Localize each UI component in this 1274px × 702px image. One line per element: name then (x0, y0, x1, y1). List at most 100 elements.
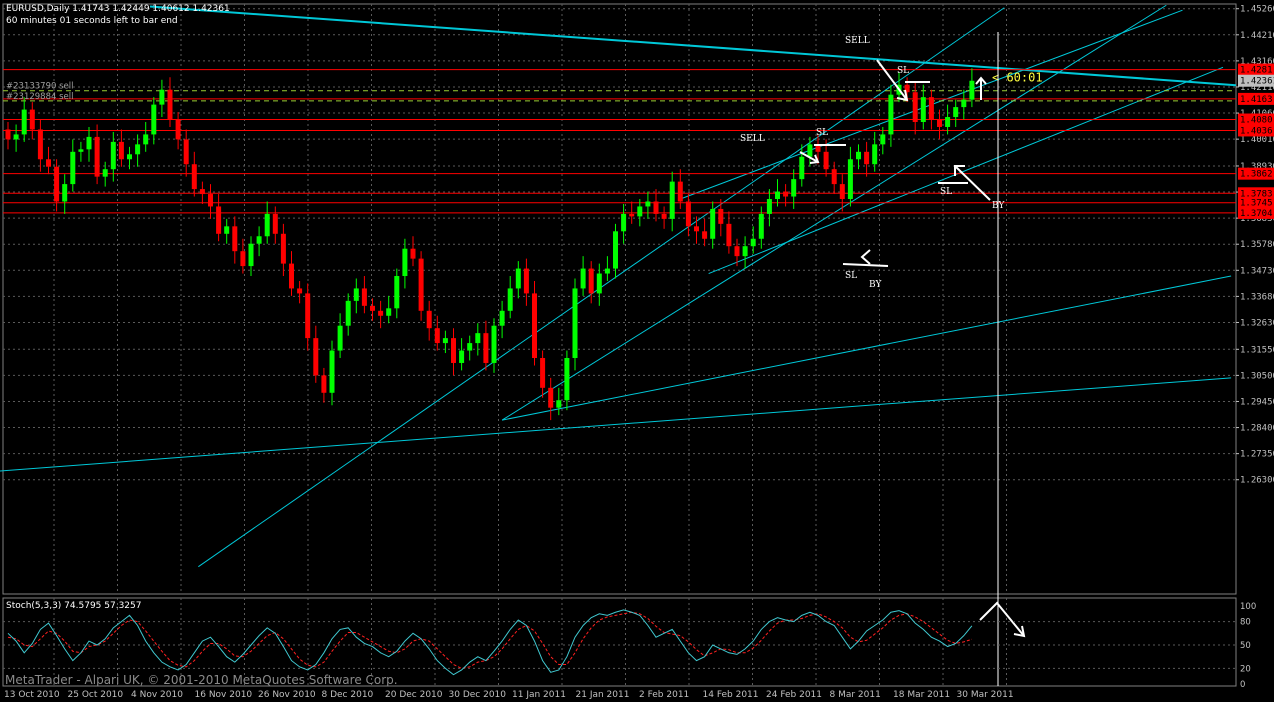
date-axis-label: 30 Mar 2011 (957, 690, 1014, 700)
date-axis-label: 2 Feb 2011 (639, 690, 689, 700)
bull-candle (775, 191, 780, 200)
bear-candle (434, 328, 440, 344)
bear-candle (418, 258, 424, 311)
price-axis-label: 1.44210 (1240, 31, 1274, 41)
bear-candle (588, 268, 594, 294)
bear-candle (483, 333, 489, 363)
price-axis-label: 1.42110 (1240, 83, 1274, 93)
date-axis-label: 30 Dec 2010 (449, 690, 507, 700)
bull-candle (62, 184, 68, 202)
sl-annotation-mid: SL (816, 128, 828, 138)
current-price-badge (1238, 74, 1274, 87)
bear-candle (321, 375, 327, 393)
bull-candle (394, 276, 400, 309)
price-axis-label: 1.40010 (1240, 135, 1274, 145)
level-price-label: 1.4036 (1240, 126, 1273, 136)
bull-candle (70, 151, 76, 185)
price-axis-label: 1.45260 (1240, 5, 1274, 15)
bull-candle (110, 141, 116, 170)
bear-candle (232, 226, 238, 252)
bull-candle (515, 268, 521, 289)
arrow-head-top (896, 89, 909, 102)
bull-candle (386, 308, 392, 316)
level-price-badge (1238, 63, 1274, 76)
bull-candle (78, 149, 84, 152)
date-axis-label: 25 Oct 2010 (68, 690, 124, 700)
bear-candle (823, 151, 829, 170)
sell-order-label: #23129884 sell (6, 92, 73, 102)
price-axis-label: 1.30500 (1240, 371, 1274, 381)
bull-candle (969, 80, 975, 100)
bull-candle (402, 248, 408, 277)
level-price-badge (1238, 196, 1274, 209)
arrow-head-right (954, 165, 965, 176)
resistance-trendline (149, 5, 1237, 87)
bull-candle (353, 288, 359, 301)
bull-candle (621, 213, 627, 232)
bear-candle (661, 213, 667, 219)
bear-candle (361, 288, 367, 306)
level-price-badge (1238, 206, 1274, 219)
bull-candle (613, 231, 618, 269)
bear-candle (694, 226, 699, 232)
bull-candle (248, 243, 254, 267)
stoch-axis-label: 100 (1240, 602, 1256, 612)
level-price-label: 1.3704 (1240, 209, 1273, 219)
current-price-label: 1.42361 (1240, 77, 1274, 87)
level-price-label: 1.3783 (1240, 189, 1273, 199)
bull-candle (604, 268, 610, 274)
bear-candle (54, 166, 60, 202)
bear-candle (297, 288, 303, 294)
bull-candle (742, 246, 748, 257)
price-axis-label: 1.31550 (1240, 345, 1274, 355)
bear-candle (548, 387, 554, 408)
stochastic-title: Stoch(5,3,3) 74.5795 57.3257 (6, 601, 142, 611)
date-axis-label: 18 Mar 2011 (893, 690, 950, 700)
bear-candle (272, 213, 278, 234)
bear-candle (37, 129, 43, 160)
bull-candle (847, 159, 853, 200)
level-price-badge (1238, 124, 1274, 137)
bull-candle (645, 201, 651, 207)
bear-candle (183, 139, 189, 165)
price-axis-label: 1.38930 (1240, 162, 1274, 172)
bear-candle (240, 251, 246, 267)
bear-candle (280, 233, 286, 264)
bull-candle (159, 89, 165, 105)
sl-annotation-top: SL (897, 66, 909, 76)
bull-candle (961, 99, 967, 108)
stoch-axis-label: 0 (1240, 680, 1245, 690)
bull-candle (799, 156, 805, 180)
stochastic-panel-frame (2, 597, 1237, 687)
bear-candle (370, 305, 375, 311)
bull-candle (572, 288, 578, 358)
bull-candle (710, 208, 716, 239)
long-support-line-1 (0, 377, 1232, 472)
bull-candle (102, 169, 108, 177)
bull-candle (442, 338, 448, 344)
level-price-label: 1.4163 (1240, 95, 1273, 105)
bear-candle (864, 151, 870, 165)
stoch-arrow (979, 601, 1025, 637)
bear-candle (815, 144, 821, 152)
bear-candle (839, 184, 845, 200)
bear-candle (928, 97, 934, 120)
bull-candle (86, 136, 92, 150)
bull-candle (807, 144, 813, 157)
bear-candle (718, 208, 724, 224)
bull-candle (596, 273, 602, 294)
price-axis-label: 1.28400 (1240, 424, 1274, 434)
sl-annotation-bottom: SL (845, 271, 857, 281)
bull-candle (888, 94, 894, 135)
bull-candle (791, 179, 797, 197)
bear-candle (5, 129, 11, 140)
bear-candle (426, 310, 432, 329)
price-panel-frame (2, 3, 1237, 595)
date-axis-label: 26 Nov 2010 (258, 690, 316, 700)
bear-candle (451, 338, 456, 363)
bull-candle (945, 117, 951, 127)
channel-base-line (708, 66, 1224, 275)
bear-candle (532, 293, 537, 358)
sl-annotation-right: SL (940, 187, 952, 197)
